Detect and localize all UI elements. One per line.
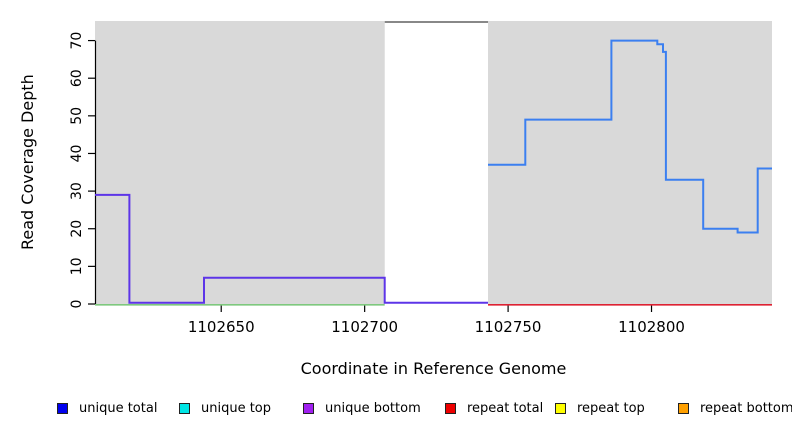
y-tick-label: 0	[69, 300, 85, 309]
unique-bottom-swatch-icon	[303, 403, 314, 414]
repeat-top-swatch-icon	[555, 403, 566, 414]
y-tick-label: 50	[69, 107, 85, 125]
y-tick-label: 40	[69, 145, 85, 163]
x-tick-label: 1102750	[475, 318, 542, 336]
y-tick-label: 70	[69, 32, 85, 50]
legend-item-repeat-top: repeat top	[555, 400, 645, 417]
legend-label: repeat total	[467, 401, 544, 416]
x-tick-label: 1102700	[331, 318, 398, 336]
unique-top-swatch-icon	[179, 403, 190, 414]
series-line-unique-bottom	[95, 193, 488, 304]
legend-label: unique total	[79, 401, 158, 416]
x-tick-label: 1102650	[188, 318, 255, 336]
repeat-bottom-swatch-icon	[678, 403, 689, 414]
unique-total-swatch-icon	[57, 403, 68, 414]
legend-label: repeat top	[577, 401, 645, 416]
legend-label: unique bottom	[325, 401, 421, 416]
legend-label: repeat bottom	[700, 401, 792, 416]
y-tick-label: 10	[69, 257, 85, 275]
legend-label: unique top	[201, 401, 272, 416]
x-tick-label: 1102800	[618, 318, 685, 336]
series-line-unique-total	[488, 39, 772, 234]
masked-region	[384, 21, 489, 304]
repeat-total-swatch-icon	[445, 403, 456, 414]
y-axis-title: Read Coverage Depth	[18, 74, 37, 251]
legend-item-unique-total: unique total	[57, 400, 157, 417]
legend-item-unique-top: unique top	[179, 400, 271, 417]
y-tick-label: 30	[69, 182, 85, 200]
legend-item-unique-bottom: unique bottom	[303, 400, 421, 417]
y-tick-label: 60	[69, 69, 85, 87]
legend-item-repeat-bottom: repeat bottom	[678, 400, 792, 417]
x-axis-title: Coordinate in Reference Genome	[300, 359, 567, 378]
legend-item-repeat-total: repeat total	[445, 400, 543, 417]
y-tick-label: 20	[69, 220, 85, 238]
